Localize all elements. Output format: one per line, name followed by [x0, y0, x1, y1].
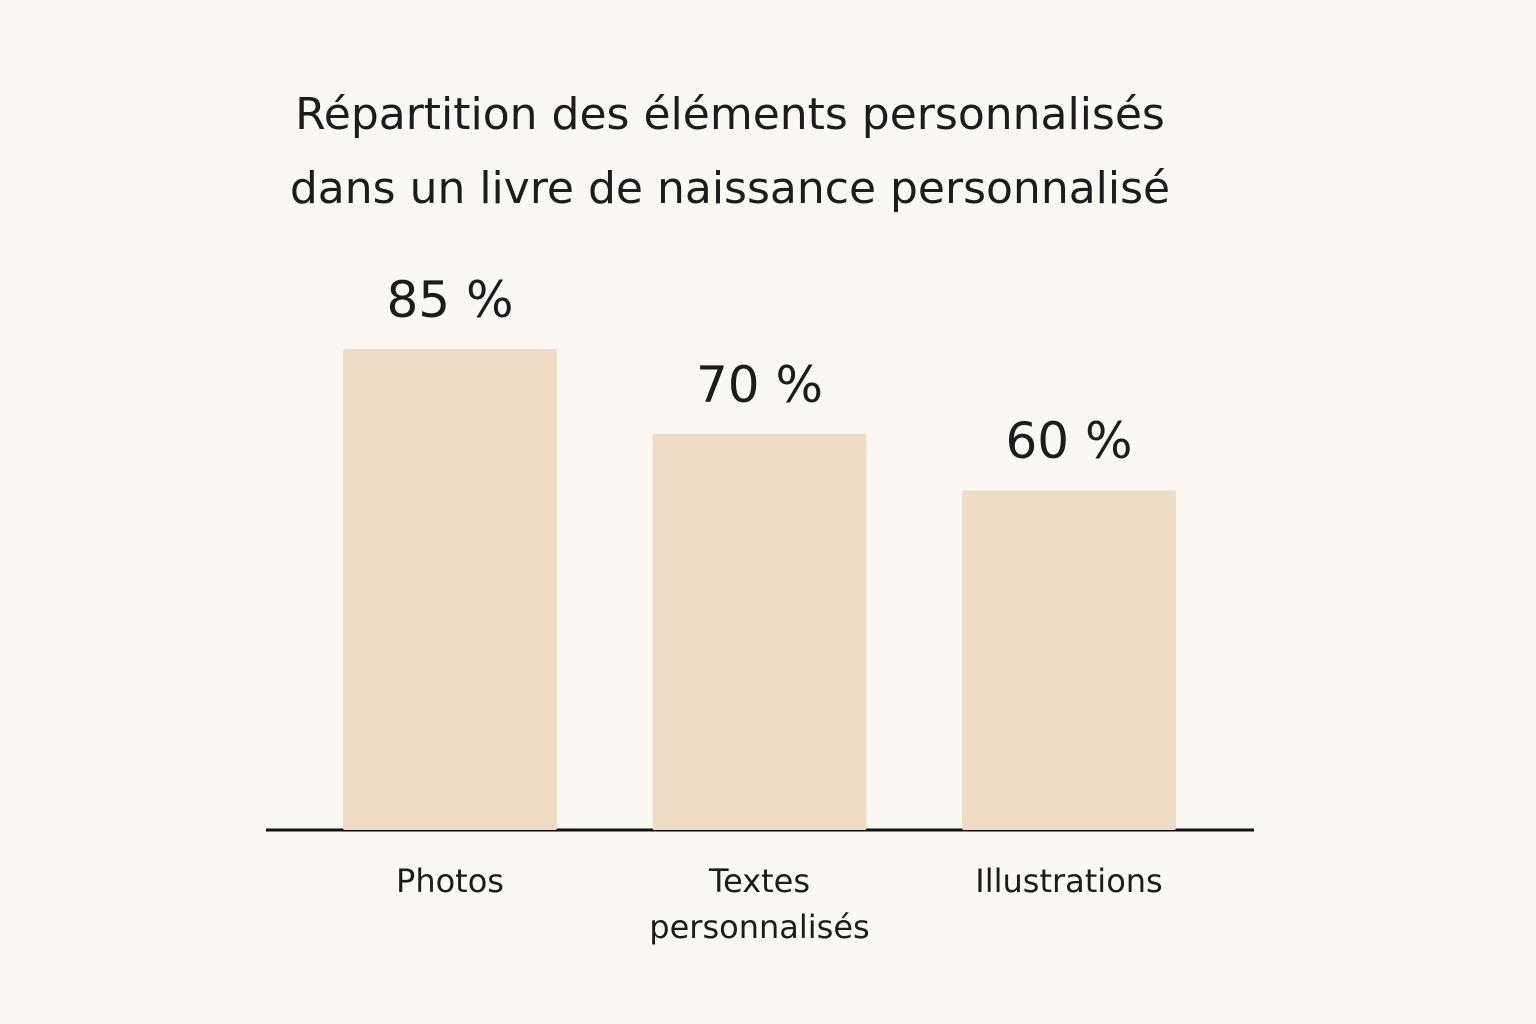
bar: [343, 349, 557, 830]
value-label: 85 %: [386, 271, 514, 329]
bar: [962, 490, 1176, 830]
bar: [652, 433, 867, 830]
value-label: 60 %: [1005, 412, 1133, 471]
value-label: 70 %: [695, 355, 824, 414]
x-tick-label: Illustrations: [975, 862, 1163, 900]
x-tick-label: Photos: [396, 862, 504, 900]
x-tick-label: Textes personnalisés: [649, 862, 870, 946]
chart-title: Répartition des éléments personnalisés d…: [289, 89, 1171, 214]
